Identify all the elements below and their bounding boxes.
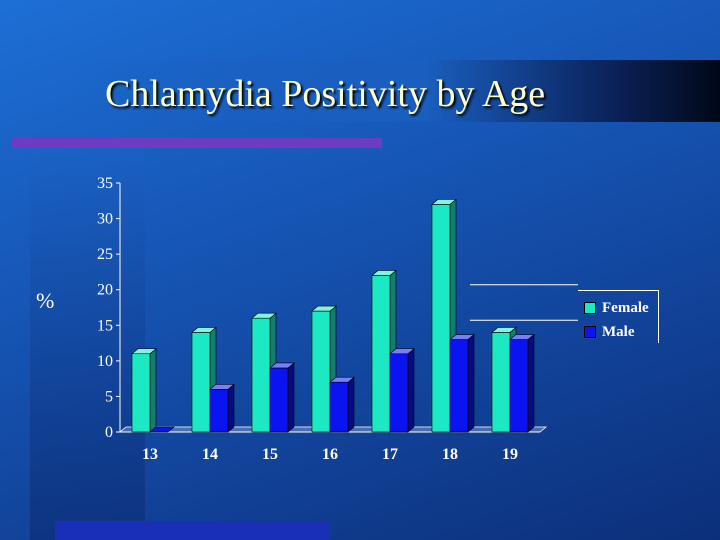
legend-swatch-male bbox=[584, 326, 596, 338]
bar-side-male bbox=[407, 348, 415, 433]
bar-male bbox=[449, 339, 469, 433]
bar-side-male bbox=[227, 383, 235, 433]
y-tick-label: 0 bbox=[105, 424, 113, 441]
x-tick-label: 18 bbox=[442, 446, 458, 463]
bar-male bbox=[509, 339, 529, 433]
bar-male bbox=[209, 389, 229, 433]
title-band bbox=[60, 60, 720, 122]
bar-top-female bbox=[491, 327, 517, 333]
bar-female bbox=[251, 317, 271, 433]
bar-female bbox=[491, 332, 511, 433]
x-tick-label: 16 bbox=[322, 446, 338, 463]
bar-male bbox=[269, 367, 289, 433]
legend: Female Male bbox=[578, 290, 659, 343]
bar-top-male bbox=[209, 384, 235, 390]
title-underline bbox=[12, 138, 382, 148]
y-tick-label: 5 bbox=[105, 388, 113, 405]
bar-top-male bbox=[389, 348, 415, 355]
bar-top-female bbox=[131, 348, 157, 355]
y-tick-label: 20 bbox=[97, 282, 113, 299]
legend-item-female: Female bbox=[584, 299, 649, 317]
bar-male bbox=[389, 353, 409, 433]
bar-side-female bbox=[149, 348, 157, 433]
bar-female bbox=[431, 204, 451, 433]
legend-label-female: Female bbox=[602, 299, 649, 316]
legend-label-male: Male bbox=[602, 323, 635, 340]
x-tick-label: 15 bbox=[262, 446, 278, 463]
bar-side-male bbox=[467, 333, 475, 433]
left-decor-band bbox=[30, 150, 145, 540]
y-tick-label: 10 bbox=[97, 353, 113, 370]
bar-female bbox=[191, 332, 211, 433]
bar-top-male bbox=[449, 334, 475, 340]
bar-top-female bbox=[431, 199, 457, 205]
y-axis-label: % bbox=[36, 288, 55, 313]
bar-female bbox=[131, 353, 151, 433]
bar-top-male bbox=[329, 376, 355, 383]
x-tick-label: 17 bbox=[382, 446, 398, 463]
bar-top-female bbox=[311, 305, 337, 312]
x-tick-label: 13 bbox=[142, 446, 158, 463]
bar-side-male bbox=[287, 362, 295, 433]
y-tick-label: 35 bbox=[97, 175, 113, 192]
y-tick-label: 15 bbox=[97, 317, 113, 334]
bar-top-male bbox=[509, 334, 535, 340]
bar-top-male bbox=[269, 362, 295, 369]
bar-top-female bbox=[191, 327, 217, 333]
x-tick-label: 19 bbox=[502, 446, 518, 463]
bar-male bbox=[149, 426, 175, 433]
bar-side-male bbox=[347, 376, 355, 433]
bar-top-female bbox=[251, 312, 277, 319]
bar-female bbox=[371, 275, 391, 433]
legend-item-male: Male bbox=[584, 323, 634, 341]
y-tick-label: 30 bbox=[97, 211, 113, 228]
bar-side-male bbox=[527, 333, 535, 433]
y-tick-label: 25 bbox=[97, 246, 113, 263]
legend-swatch-female bbox=[584, 302, 596, 314]
slide-title: Chlamydia Positivity by Age bbox=[105, 73, 546, 115]
bar-male bbox=[329, 381, 349, 433]
x-tick-label: 14 bbox=[202, 446, 218, 463]
bottom-decor-bar bbox=[55, 521, 330, 540]
bar-female bbox=[311, 310, 331, 433]
bar-top-female bbox=[371, 270, 397, 276]
